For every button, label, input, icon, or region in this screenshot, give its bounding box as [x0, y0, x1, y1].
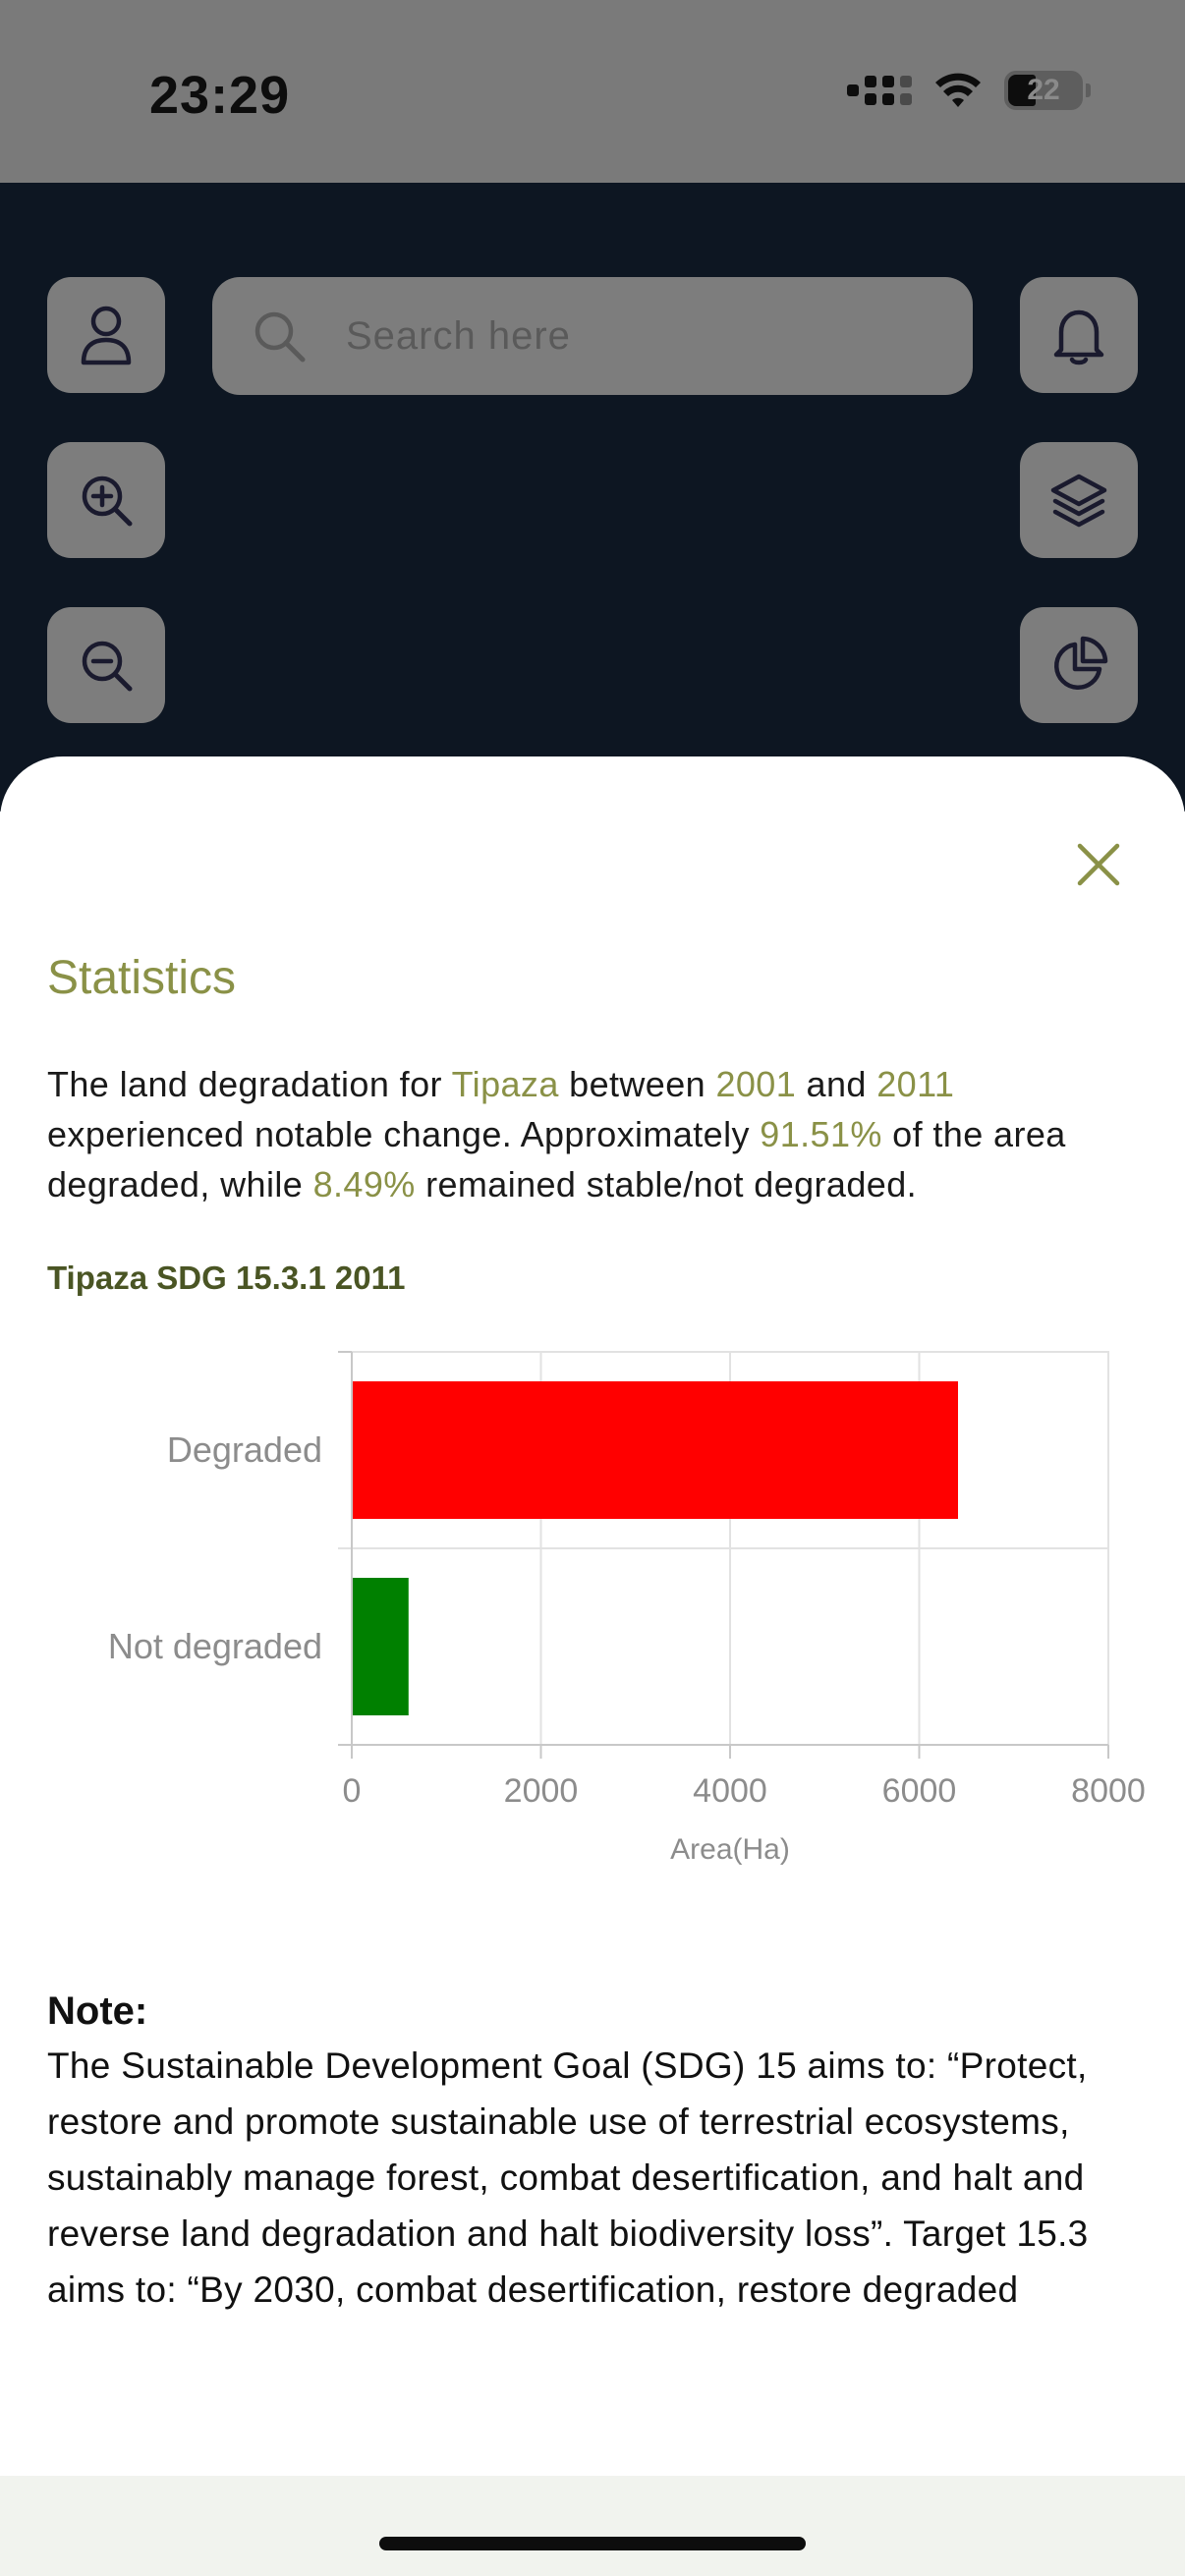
note-text: The Sustainable Development Goal (SDG) 1… [47, 2045, 1089, 2310]
x-tick-label: 2000 [504, 1772, 579, 1810]
note-label: Note: [47, 1989, 148, 2033]
bar-not-degraded [353, 1578, 409, 1715]
sheet-title: Statistics [47, 952, 237, 1004]
statistics-sheet: Statistics The land degradation for Tipa… [0, 756, 1185, 2576]
search-bar[interactable]: Search here [212, 277, 973, 395]
x-tick-label: 4000 [693, 1772, 767, 1810]
y-category-label: Not degraded [108, 1626, 322, 1666]
chart-heading: Tipaza SDG 15.3.1 2011 [47, 1260, 406, 1296]
battery-level: 22 [1027, 74, 1060, 106]
bottom-safe-area [0, 2476, 1185, 2576]
home-indicator [379, 2537, 806, 2550]
pie-chart-icon [1053, 636, 1108, 691]
search-input[interactable]: Search here [346, 313, 571, 358]
summary-year-end: 2011 [876, 1064, 955, 1104]
wifi-icon [935, 73, 981, 107]
zoom-out-icon [82, 641, 133, 692]
status-icons: 22 [847, 71, 1091, 110]
x-tick-label: 6000 [882, 1772, 957, 1810]
search-icon [254, 311, 306, 363]
x-tick-label: 0 [343, 1772, 362, 1810]
layers-button[interactable] [1020, 442, 1138, 558]
x-tick-label: 8000 [1071, 1772, 1146, 1810]
summary-text: between [558, 1064, 716, 1104]
land-degradation-chart: 0 2000 4000 6000 8000 Degraded Not degraded Are… [0, 1346, 1185, 1866]
summary-text: experienced notable change. Approximatel… [47, 1114, 761, 1154]
summary-region: Tipaza [451, 1064, 559, 1104]
summary-text: and [796, 1064, 877, 1104]
zoom-in-button[interactable] [47, 442, 165, 558]
zoom-out-button[interactable] [47, 607, 165, 723]
zoom-in-icon [82, 476, 133, 527]
close-icon [1077, 843, 1120, 886]
statistics-button[interactable] [1020, 607, 1138, 723]
summary-text: remained stable/not degraded. [415, 1164, 918, 1204]
summary-year-start: 2001 [715, 1064, 797, 1104]
summary-text: The land degradation for [47, 1064, 452, 1104]
layers-icon [1050, 474, 1107, 528]
bar-degraded [353, 1381, 958, 1519]
user-icon [81, 306, 132, 365]
bar-chart: 0 2000 4000 6000 8000 Degraded Not degraded Are… [108, 1351, 1146, 1866]
battery-icon: 22 [1004, 71, 1091, 110]
status-time: 23:29 [149, 66, 291, 125]
cellular-signal-icon [847, 76, 912, 105]
summary-degraded-pct: 91.51% [760, 1114, 882, 1154]
summary-stable-pct: 8.49% [312, 1164, 416, 1204]
bell-icon [1053, 309, 1104, 365]
notifications-button[interactable] [1020, 277, 1138, 393]
close-button[interactable] [1071, 837, 1126, 892]
profile-button[interactable] [47, 277, 165, 393]
summary-text: of the area degraded, while [47, 1114, 1066, 1204]
degradation-summary: The land degradation for Tipaza between … [47, 1059, 1138, 1209]
y-category-label: Degraded [167, 1429, 322, 1470]
note-section: Note: The Sustainable Development Goal (… [47, 1989, 1148, 2318]
status-bar: 23:29 22 [0, 0, 1185, 183]
x-axis-title: Area(Ha) [670, 1833, 790, 1866]
